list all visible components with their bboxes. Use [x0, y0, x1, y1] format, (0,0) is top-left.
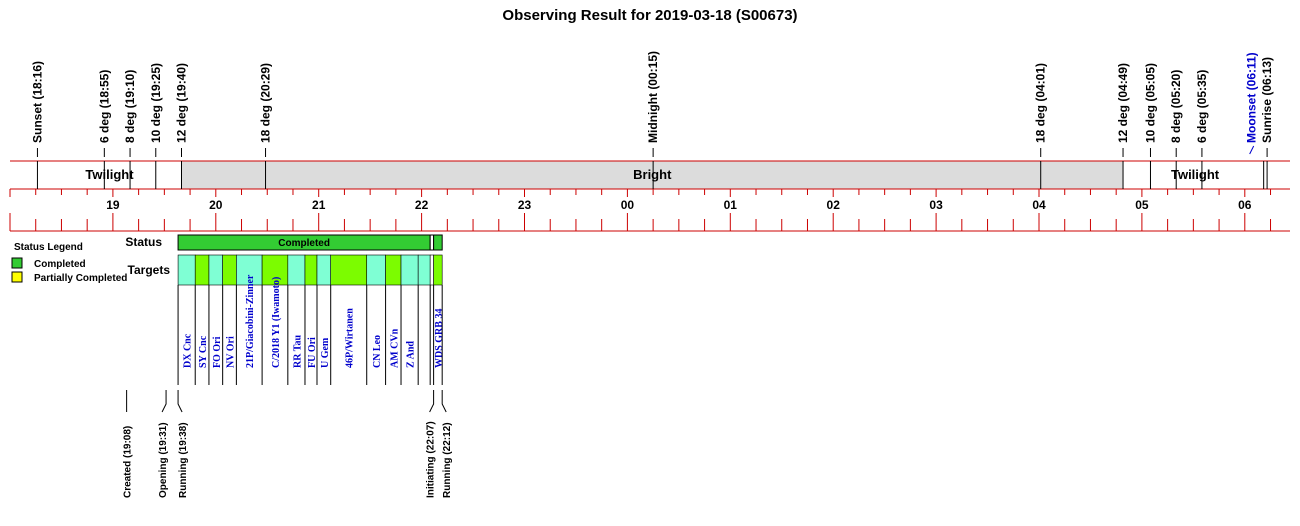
sky-event-label: 12 deg (04:49): [1116, 63, 1130, 143]
obs-event-tick: [429, 390, 435, 413]
hour-tick-label: 01: [724, 198, 738, 212]
status-segment-2: [433, 234, 443, 251]
sky-event-label: 18 deg (04:01): [1034, 63, 1048, 143]
status-segment-label: Completed: [278, 238, 330, 249]
hour-tick-label: 20: [209, 198, 223, 212]
hour-tick-label: 23: [518, 198, 532, 212]
target-name-4: 21P/Giacobini-Zinner: [245, 274, 256, 368]
chart-title: Observing Result for 2019-03-18 (S00673): [502, 7, 797, 24]
hour-tick-label: 21: [312, 198, 326, 212]
target-name-12: Z And: [406, 341, 417, 368]
target-bar-0: [177, 254, 196, 286]
target-name-11: AM CVn: [389, 328, 400, 368]
legend-swatch-0: [11, 257, 23, 269]
sky-event-label: 8 deg (19:10): [123, 70, 137, 143]
target-bar-6: [287, 254, 306, 286]
band-label-0: Twilight: [85, 167, 134, 182]
sky-event-label: Sunset (18:16): [30, 61, 44, 143]
obs-event-label: Initiating (22:07): [426, 421, 437, 498]
target-bar-11: [385, 254, 402, 286]
target-bar-2: [208, 254, 223, 286]
legend-label-1: Partially Completed: [34, 273, 127, 284]
targets-row-label: Targets: [128, 263, 171, 277]
band-1: [181, 161, 1124, 189]
obs-event-tick: [177, 390, 183, 413]
target-name-7: FU Ori: [307, 337, 318, 368]
obs-event-label: Running (22:12): [442, 422, 453, 498]
hour-tick-label: 06: [1238, 198, 1252, 212]
target-name-15: WDS GRB 34: [434, 309, 445, 368]
status-row-label: Status: [125, 235, 162, 249]
hour-tick-label: 22: [415, 198, 429, 212]
obs-event-tick: [161, 390, 167, 413]
sky-event-label: 12 deg (19:40): [175, 63, 189, 143]
obs-event-label: Opening (19:31): [158, 422, 169, 498]
target-bar-1: [194, 254, 210, 286]
obs-event-tick: [441, 390, 447, 413]
status-segment-1: [429, 234, 435, 251]
sky-event-label: Midnight (00:15): [646, 51, 660, 143]
sky-event-leader: [1249, 145, 1255, 155]
target-name-0: DX Cnc: [183, 333, 194, 368]
obs-event-label: Created (19:08): [123, 426, 134, 498]
hour-tick-label: 04: [1032, 198, 1046, 212]
sky-event-label: Moonset (06:11): [1245, 52, 1259, 143]
target-name-9: 46P/Wirtanen: [345, 308, 356, 368]
legend-label-0: Completed: [34, 259, 86, 270]
target-name-3: NV Ori: [226, 336, 237, 368]
sky-event-label: Sunrise (06:13): [1260, 57, 1274, 143]
target-bar-15: [433, 254, 443, 286]
legend-title: Status Legend: [14, 242, 83, 253]
sky-event-label: 6 deg (18:55): [97, 70, 111, 143]
band-label-1: Bright: [633, 167, 672, 182]
legend-swatch-1: [11, 271, 23, 283]
obs-event-label: Running (19:38): [178, 422, 189, 498]
hour-tick-label: 19: [106, 198, 120, 212]
target-bar-10: [366, 254, 386, 286]
target-name-10: CN Leo: [372, 335, 383, 368]
band-0: [37, 161, 182, 189]
hour-tick-label: 02: [827, 198, 841, 212]
target-bar-8: [316, 254, 332, 286]
hour-tick-label: 05: [1135, 198, 1149, 212]
target-name-2: FO Ori: [212, 336, 223, 368]
band-label-2: Twilight: [1171, 167, 1220, 182]
target-name-5: C/2018 Y1 (Iwamoto): [271, 277, 282, 368]
target-name-6: RR Tau: [292, 334, 303, 368]
hour-tick-label: 03: [929, 198, 943, 212]
target-bar-12: [400, 254, 419, 286]
target-bar-7: [304, 254, 318, 286]
sky-event-label: 8 deg (05:20): [1169, 70, 1183, 143]
target-bar-5: [261, 254, 289, 286]
target-bar-13: [417, 254, 431, 286]
target-bar-9: [330, 254, 368, 286]
target-name-1: SY Cnc: [198, 335, 209, 368]
sky-event-label: 10 deg (05:05): [1143, 63, 1157, 143]
target-bar-14: [429, 254, 434, 286]
target-name-8: U Gem: [320, 337, 331, 368]
band-2: [1123, 161, 1268, 189]
sky-event-label: 18 deg (20:29): [259, 63, 273, 143]
sky-event-label: 10 deg (19:25): [149, 63, 163, 143]
target-bar-3: [222, 254, 237, 286]
sky-event-label: 6 deg (05:35): [1195, 70, 1209, 143]
hour-tick-label: 00: [621, 198, 635, 212]
